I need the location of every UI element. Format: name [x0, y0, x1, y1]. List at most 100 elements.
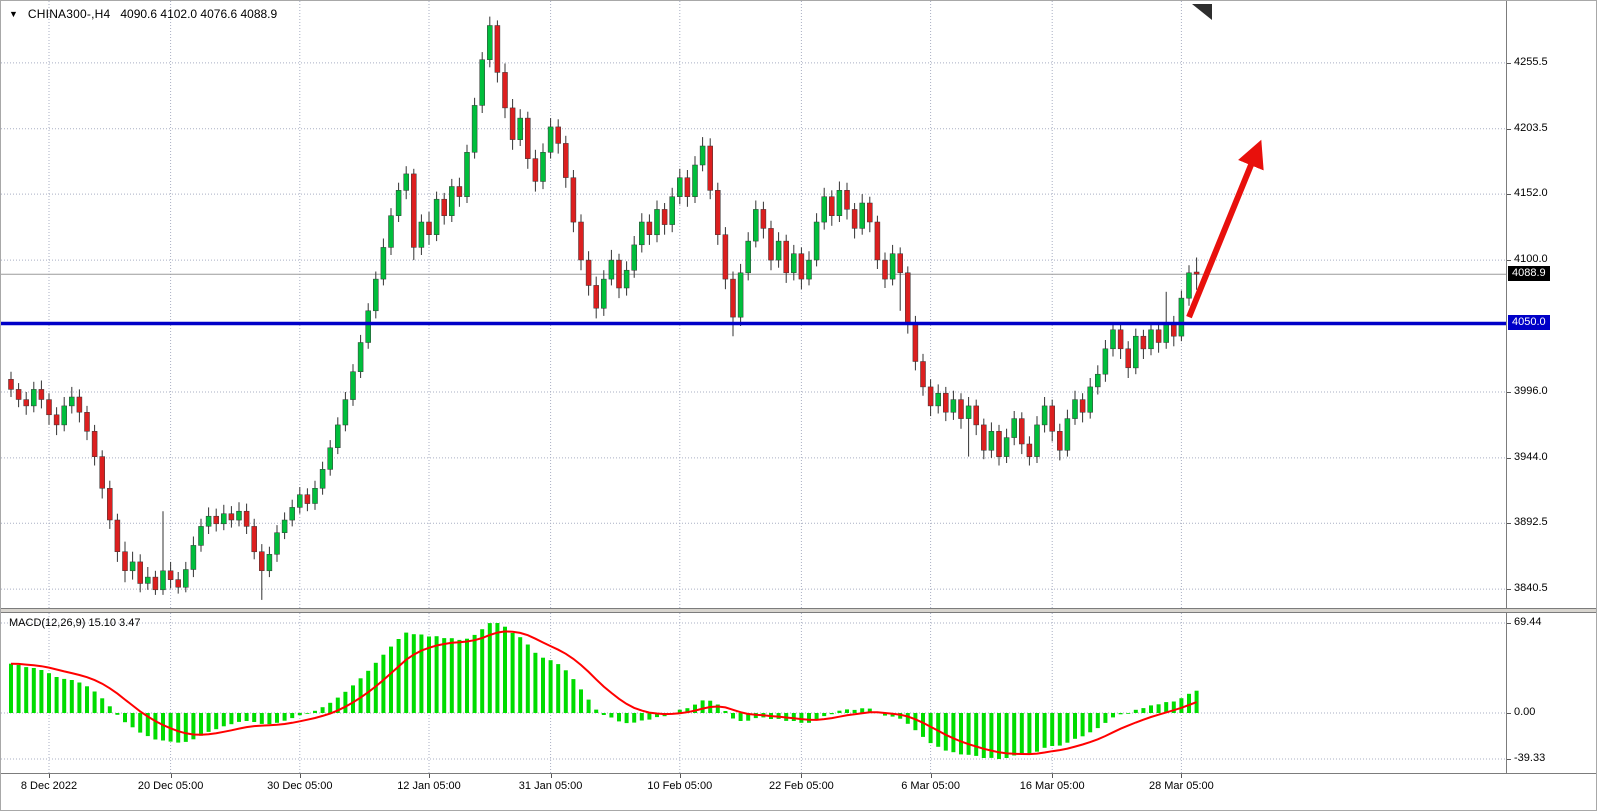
macd-bar	[130, 713, 135, 728]
candle-body	[403, 173, 409, 191]
symbol-dropdown-icon[interactable]: ▼	[9, 9, 18, 19]
trend-arrow[interactable]	[1186, 139, 1264, 319]
macd-axis[interactable]: 69.44 0.00 -39.33	[1506, 613, 1596, 773]
macd-bar	[822, 713, 827, 717]
macd-bar	[145, 713, 150, 737]
macd-bar	[1171, 701, 1176, 713]
candle-body	[304, 494, 311, 504]
candle-body	[943, 392, 949, 413]
candle-body	[1095, 373, 1101, 388]
price-axis-tick	[1507, 392, 1511, 393]
macd-bar	[457, 639, 462, 713]
candle-body	[350, 371, 356, 400]
price-axis-tick	[1507, 260, 1511, 261]
price-chart-canvas[interactable]	[1, 1, 1506, 608]
macd-bar	[47, 673, 51, 713]
macd-bar	[199, 713, 203, 736]
macd-bar	[898, 713, 903, 719]
macd-bar	[495, 623, 500, 713]
candle-body	[669, 196, 675, 225]
price-axis-label: 3996.0	[1514, 384, 1548, 397]
time-axis-tick	[300, 774, 301, 778]
panel-separator[interactable]	[1, 608, 1596, 613]
macd-bar	[305, 713, 310, 714]
macd-bar	[1187, 693, 1191, 713]
candle-body	[53, 414, 60, 426]
macd-bar	[335, 697, 340, 713]
ohlc-readout: 4090.6 4102.0 4076.6 4088.9	[120, 7, 278, 21]
macd-bar	[746, 713, 751, 721]
candle-body	[563, 143, 569, 178]
macd-bar	[16, 665, 21, 713]
macd-bar	[1095, 713, 1100, 729]
candle-body	[433, 198, 440, 235]
candle-body	[205, 515, 212, 527]
macd-bar	[69, 680, 74, 713]
candle-body	[8, 379, 14, 390]
macd-bar	[563, 670, 568, 713]
macd-bar	[525, 644, 530, 713]
candle-body	[912, 323, 919, 362]
candle-body	[798, 253, 805, 280]
candle-body	[183, 569, 189, 588]
candle-body	[1148, 329, 1154, 350]
price-axis[interactable]: 4088.9 4050.0 4255.5 4203.5 4152.0 4100.0 39…	[1506, 1, 1596, 608]
candle-body	[456, 186, 463, 197]
candle-body	[449, 186, 455, 216]
price-axis-tick	[1507, 589, 1511, 590]
candle-body	[479, 59, 485, 106]
time-axis-tick	[1181, 774, 1182, 778]
macd-bar	[723, 711, 728, 713]
macd-bar	[54, 677, 59, 713]
price-axis-tick	[1507, 458, 1511, 459]
macd-bar	[989, 713, 994, 758]
price-axis-label: 3892.5	[1514, 516, 1548, 529]
candle-body	[897, 253, 903, 273]
macd-panel-canvas[interactable]	[1, 613, 1506, 773]
candle-body	[1034, 424, 1040, 457]
candle-body	[836, 190, 843, 216]
candle-body	[213, 515, 219, 525]
candle-body	[198, 526, 204, 546]
grid-lines	[1, 1, 1506, 608]
macd-bar	[465, 638, 469, 713]
candle-body	[905, 272, 911, 324]
time-axis-label: 30 Dec 05:00	[267, 780, 333, 792]
candle-body	[327, 447, 333, 470]
macd-bar	[541, 657, 545, 713]
macd-bar	[974, 713, 979, 756]
macd-bar	[115, 713, 120, 715]
candle-body	[722, 234, 729, 280]
macd-bar	[579, 689, 583, 713]
macd-bar	[62, 678, 67, 713]
candle-body	[167, 570, 174, 580]
macd-bar	[259, 713, 264, 724]
time-axis[interactable]: 8 Dec 2022 20 Dec 05:00 30 Dec 05:00 12 Jan…	[1, 773, 1596, 810]
macd-bar	[981, 713, 986, 758]
chart-shift-marker[interactable]	[1192, 4, 1212, 20]
macd-bar	[1080, 713, 1085, 737]
macd-bar	[411, 634, 416, 713]
macd-bar	[814, 713, 819, 720]
candle-body	[487, 25, 493, 60]
candle-body	[532, 158, 539, 182]
macd-bar	[639, 713, 644, 721]
candle-body	[289, 507, 295, 521]
macd-bar	[632, 713, 637, 723]
candle-body	[1049, 405, 1055, 432]
macd-bar	[396, 639, 401, 713]
price-axis-label: 4152.0	[1514, 187, 1548, 200]
macd-bar	[1179, 698, 1184, 713]
candle-body	[874, 221, 881, 261]
candle-body	[137, 561, 143, 584]
macd-bar	[138, 713, 143, 733]
macd-bar	[738, 713, 743, 721]
macd-bar	[1057, 713, 1062, 746]
macd-bar	[221, 713, 226, 727]
macd-bar	[404, 632, 409, 713]
macd-axis-label: 69.44	[1514, 616, 1542, 628]
candle-body	[578, 221, 584, 261]
candle-body	[281, 519, 288, 533]
macd-bar	[297, 713, 302, 716]
